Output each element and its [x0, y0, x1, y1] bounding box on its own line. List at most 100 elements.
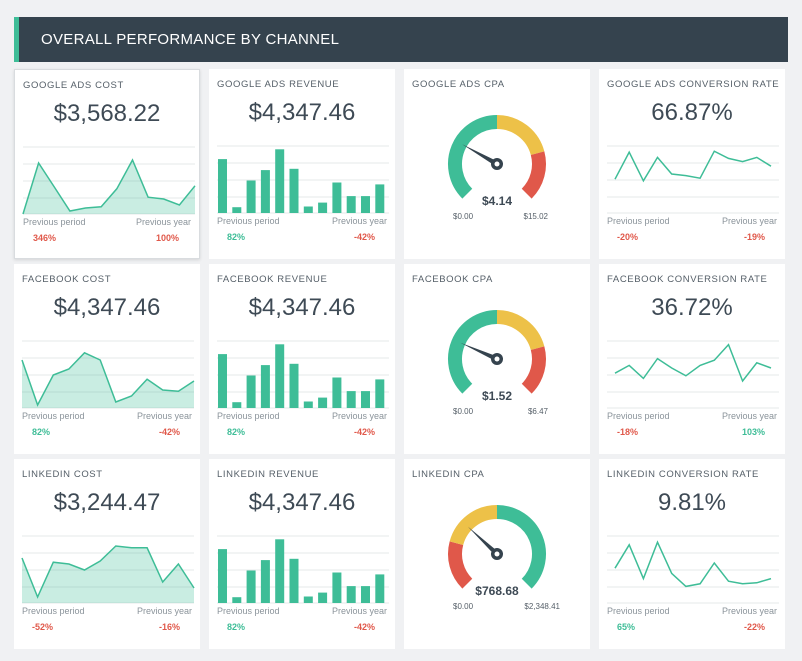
- previous-year-label: Previous year: [331, 216, 387, 226]
- revenue-bar: [346, 391, 356, 408]
- revenue-bar: [289, 363, 299, 408]
- previous-period-change: 65%: [617, 622, 636, 632]
- gauge-segment: [448, 115, 498, 199]
- gauge-needle: [467, 526, 499, 556]
- gauge-value: $768.68: [475, 584, 519, 598]
- gauge-segment: [521, 346, 546, 394]
- gauge-hub-center: [494, 551, 500, 557]
- revenue-bar: [346, 196, 356, 213]
- area-line: [22, 158, 196, 215]
- previous-period-change: 82%: [32, 427, 51, 437]
- revenue-bar: [260, 170, 270, 213]
- conversion-line: [614, 150, 772, 183]
- conversion-line: [614, 540, 772, 588]
- gauge-hub-center: [494, 356, 500, 362]
- revenue-bar: [332, 182, 342, 213]
- widget-title: GOOGLE ADS REVENUE: [217, 79, 340, 90]
- widget-cost[interactable]: LINKEDIN COST $3,244.47 Previous period Pre…: [14, 459, 200, 649]
- gauge-segment: [448, 310, 498, 394]
- widget-cost[interactable]: FACEBOOK COST $4,347.46 Previous period Pre…: [14, 264, 200, 454]
- previous-year-label: Previous year: [721, 606, 777, 616]
- revenue-bar: [232, 402, 242, 408]
- widget-revenue[interactable]: LINKEDIN REVENUE $4,347.46 Previous period…: [209, 459, 395, 649]
- previous-period-label: Previous period: [217, 606, 280, 616]
- gauge-needle: [462, 144, 499, 167]
- previous-period-label: Previous period: [217, 411, 280, 421]
- revenue-bar: [218, 549, 227, 603]
- gauge-segment: [449, 505, 498, 546]
- revenue-bar: [332, 377, 342, 408]
- previous-period-change: 82%: [227, 232, 246, 242]
- previous-year-label: Previous year: [136, 606, 192, 616]
- revenue-bar: [303, 401, 313, 408]
- previous-year-change: -42%: [353, 622, 375, 632]
- previous-year-change: -22%: [743, 622, 765, 632]
- revenue-bar-chart: [217, 535, 389, 604]
- widget-value: $4,347.46: [248, 489, 356, 516]
- revenue-bar: [246, 180, 256, 213]
- widget-revenue[interactable]: FACEBOOK REVENUE $4,347.46 Previous period…: [209, 264, 395, 454]
- dashboard-header: OVERALL PERFORMANCE BY CHANNEL: [14, 17, 788, 62]
- widget-value: 9.81%: [657, 489, 727, 516]
- revenue-bar: [246, 375, 256, 408]
- previous-year-label: Previous year: [135, 217, 191, 227]
- widget-title: LINKEDIN COST: [22, 469, 103, 480]
- widget-value: $4,347.46: [248, 99, 356, 126]
- gauge-max: $2,348.41: [524, 602, 560, 611]
- previous-year-change: 103%: [741, 427, 765, 437]
- gauge-min: $0.00: [453, 602, 474, 611]
- widget-value: $4,347.46: [248, 294, 356, 321]
- area-line: [21, 545, 195, 599]
- previous-period-label: Previous period: [22, 606, 85, 616]
- revenue-bar: [303, 596, 313, 603]
- previous-period-label: Previous period: [217, 216, 280, 226]
- revenue-bar: [361, 196, 370, 213]
- revenue-bar: [260, 560, 270, 603]
- widget-revenue[interactable]: GOOGLE ADS REVENUE $4,347.46 Previous peri…: [209, 69, 395, 259]
- area-fill: [22, 352, 194, 408]
- widget-cpa[interactable]: LINKEDIN CPA $768.68 $0.00 $2,348.41: [404, 459, 590, 649]
- cpa-gauge: [448, 310, 546, 394]
- widget-conversion-rate[interactable]: LINKEDIN CONVERSION RATE 9.81% Previous pe…: [599, 459, 785, 649]
- gauge-segment: [496, 505, 546, 589]
- area-fill: [23, 160, 195, 214]
- widget-value: 66.87%: [651, 99, 733, 126]
- revenue-bar: [375, 574, 385, 603]
- widget-cost[interactable]: GOOGLE ADS COST $3,568.22 Previous period P…: [14, 69, 200, 259]
- widget-cpa[interactable]: GOOGLE ADS CPA $4.14 $0.00 $15.02: [404, 69, 590, 259]
- widget-value: 36.72%: [651, 294, 733, 321]
- previous-period-change: 82%: [227, 427, 246, 437]
- conversion-line: [614, 343, 772, 383]
- previous-period-label: Previous period: [607, 606, 670, 616]
- previous-year-label: Previous year: [331, 411, 387, 421]
- revenue-bar: [289, 558, 299, 603]
- revenue-bar-chart: [217, 145, 389, 214]
- revenue-bar-chart: [217, 340, 389, 409]
- previous-year-change: -42%: [353, 232, 375, 242]
- revenue-bar: [318, 397, 328, 408]
- cpa-gauge: [448, 505, 546, 589]
- revenue-bar: [361, 391, 370, 408]
- widget-conversion-rate[interactable]: FACEBOOK CONVERSION RATE 36.72% Previous p…: [599, 264, 785, 454]
- gauge-min: $0.00: [453, 212, 474, 221]
- gauge-hub-center: [494, 161, 500, 167]
- widget-title: FACEBOOK COST: [22, 274, 112, 285]
- gauge-max: $15.02: [523, 212, 548, 221]
- widget-title: GOOGLE ADS CPA: [412, 79, 505, 90]
- widget-cpa[interactable]: FACEBOOK CPA $1.52 $0.00 $6.47: [404, 264, 590, 454]
- revenue-bar: [303, 206, 313, 213]
- cost-area-chart: [22, 146, 196, 215]
- previous-period-label: Previous period: [23, 217, 86, 227]
- previous-period-change: 346%: [33, 233, 57, 243]
- revenue-bar: [246, 570, 256, 603]
- revenue-bar: [332, 572, 342, 603]
- widget-conversion-rate[interactable]: GOOGLE ADS CONVERSION RATE 66.87% Previous…: [599, 69, 785, 259]
- area-line: [21, 351, 195, 407]
- widget-title: GOOGLE ADS COST: [23, 80, 124, 91]
- conversion-line-chart: [607, 145, 779, 214]
- widget-value: $3,244.47: [53, 489, 161, 516]
- area-fill: [22, 546, 194, 603]
- previous-year-label: Previous year: [331, 606, 387, 616]
- previous-year-label: Previous year: [721, 411, 777, 421]
- gauge-value: $4.14: [481, 194, 513, 208]
